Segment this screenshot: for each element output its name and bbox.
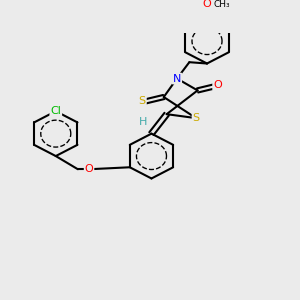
Text: O: O [213,80,222,90]
Text: CH₃: CH₃ [213,0,230,9]
Text: Cl: Cl [50,106,61,116]
Text: S: S [139,97,146,106]
Text: H: H [139,117,147,127]
Text: O: O [85,164,93,174]
Text: N: N [173,74,181,83]
Text: S: S [193,113,200,123]
Text: O: O [202,0,211,9]
